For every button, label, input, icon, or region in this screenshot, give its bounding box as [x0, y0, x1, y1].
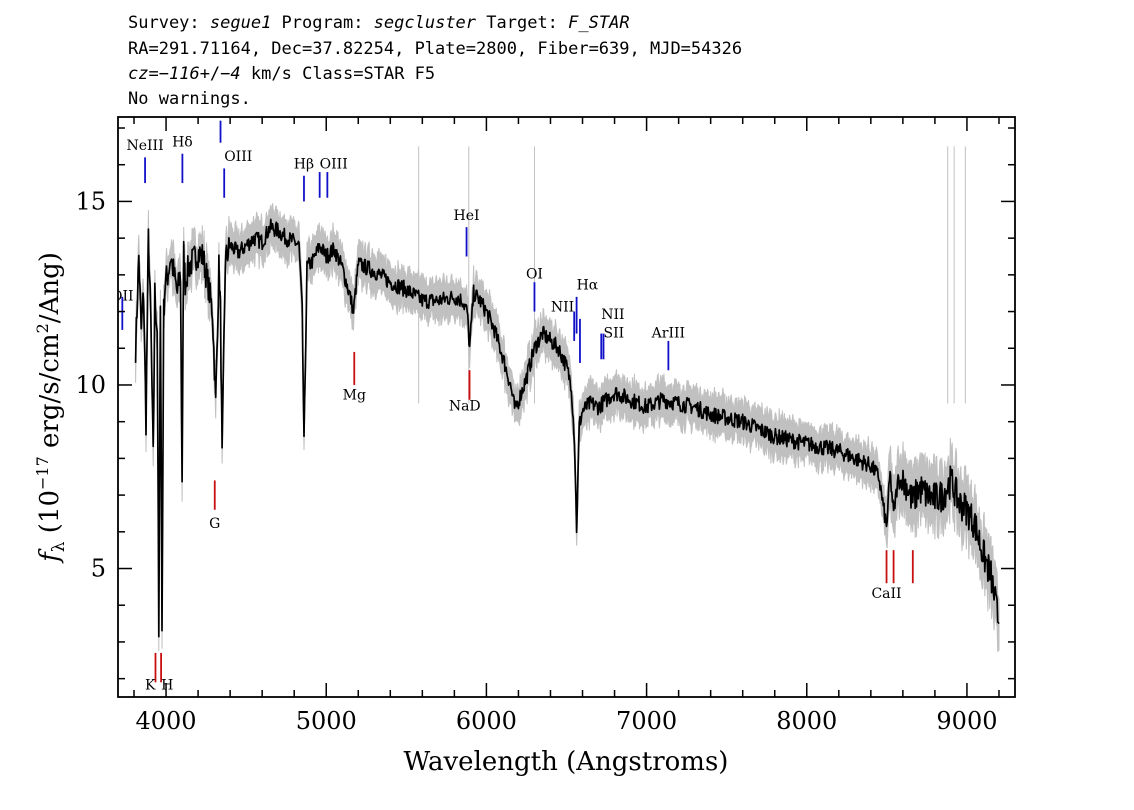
header-segment: segue1: [210, 13, 271, 33]
spectral-line-label: D: [469, 399, 480, 415]
header-segment: 116: [169, 64, 200, 84]
spectral-line-label: G: [209, 516, 220, 532]
spectral-line-label: Hα: [577, 278, 599, 294]
error-band-area: [135, 203, 1000, 653]
y-title-pre: (10: [35, 490, 65, 542]
y-tick-label: 5: [91, 555, 106, 583]
header-segment: km/s Class=STAR F5: [241, 64, 435, 84]
spectral-line-label: HeI: [454, 208, 480, 224]
spectral-line-label: SII: [604, 325, 625, 341]
header-warnings-line: No warnings.: [128, 89, 251, 109]
spectral-line-label: NeIII: [126, 138, 163, 154]
plot-frame: [117, 116, 1016, 698]
spectral-line-label: OI: [526, 267, 543, 283]
x-tick-label: 5000: [296, 707, 357, 735]
spectrum-header: Survey: segue1 Program: segcluster Targe…: [128, 13, 742, 109]
header-segment: +/: [200, 64, 220, 84]
y-title-post: /Ang): [35, 252, 65, 323]
header-segment: Survey:: [128, 13, 210, 33]
spectral-line-label: OIII: [320, 156, 348, 172]
y-title-mid: erg/s/cm: [35, 333, 65, 456]
header-coordinates-line: RA=291.71164, Dec=37.82254, Plate=2800, …: [128, 39, 742, 59]
spectral-line-label: ArIII: [651, 325, 685, 341]
header-segment: cz=: [128, 64, 159, 84]
header-segment: Target:: [476, 13, 568, 33]
header-segment: Program:: [271, 13, 373, 33]
x-tick-label: 9000: [936, 707, 997, 735]
absorption-line-markers: K H G Mg Na D CaII: [145, 351, 914, 694]
header-segment: −: [159, 64, 169, 84]
spectral-line-label: CaII: [871, 586, 901, 602]
spectral-line-label: OII: [111, 289, 134, 305]
spectral-line-label: NII: [601, 307, 624, 323]
y-axis-title: fλ (10−17 erg/s/cm2/Ang): [33, 252, 69, 564]
x-tick-label: 7000: [616, 707, 677, 735]
header-segment: −: [220, 64, 230, 84]
header-redshift-line: cz=−116+/−4 km/s Class=STAR F5: [128, 64, 435, 84]
header-survey-line: Survey: segue1 Program: segcluster Targe…: [128, 13, 630, 33]
y-title-exp2: 2: [33, 323, 52, 333]
x-tick-label: 8000: [776, 707, 837, 735]
spectral-line-label: Mg: [343, 388, 366, 404]
spectral-line-label: NII: [551, 300, 574, 316]
spectral-line-label: K: [145, 678, 156, 694]
y-title-exp: −17: [33, 456, 52, 490]
y-tick-label: 15: [75, 187, 106, 215]
flux-series: [134, 218, 1000, 638]
x-tick-label: 4000: [136, 707, 197, 735]
flux-error-band: [135, 146, 1000, 653]
x-axis-title: Wavelength (Angstroms): [404, 747, 729, 777]
spectral-line-label: Hβ: [294, 156, 314, 172]
spectral-line-label: Na: [449, 399, 470, 415]
y-title-sub: λ: [49, 541, 69, 552]
axis-ticks: [118, 117, 1015, 697]
spectral-line-label: OIII: [224, 149, 252, 165]
flux-line: [134, 218, 1000, 638]
spectral-line-label: Hδ: [172, 134, 193, 150]
header-segment: 4: [230, 64, 240, 84]
y-tick-label: 10: [75, 371, 106, 399]
header-segment: segcluster: [374, 13, 477, 33]
spectral-line-label: H: [161, 678, 173, 694]
x-tick-label: 6000: [456, 707, 517, 735]
header-segment: F_STAR: [568, 13, 629, 33]
axis-tick-labels: 4000 5000 6000 7000 8000 9000 5 10 15: [75, 187, 997, 735]
